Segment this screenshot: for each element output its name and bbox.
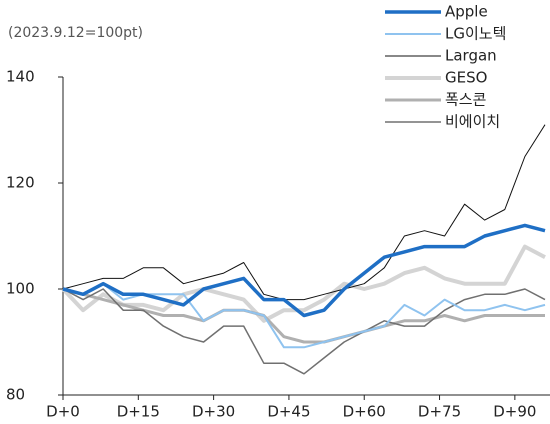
y-tick-label: 100: [6, 280, 35, 298]
legend-label: LG이노텍: [445, 25, 506, 43]
x-tick-label: D+15: [117, 403, 160, 421]
series-line: [62, 223, 546, 318]
x-tick-label: D+30: [192, 403, 235, 421]
x-tick-label: D+0: [46, 403, 80, 421]
legend-label: Apple: [445, 3, 488, 21]
x-tick-label: D+45: [267, 403, 310, 421]
chart-subtitle: (2023.9.12=100pt): [8, 25, 143, 41]
series-line: [62, 124, 546, 301]
x-tick-label: D+75: [418, 403, 461, 421]
series-line: [61, 244, 546, 323]
x-tick-label: D+60: [343, 403, 386, 421]
y-tick-label: 120: [6, 174, 35, 192]
legend-label: 비에이치: [445, 113, 500, 131]
legend-label: GESO: [445, 69, 487, 87]
y-tick-label: 80: [6, 386, 25, 404]
y-tick-label: 140: [6, 68, 35, 86]
series-line: [62, 288, 546, 375]
legend-label: Largan: [445, 47, 497, 65]
x-tick-label: D+90: [493, 403, 536, 421]
legend-label: 폭스콘: [445, 91, 486, 109]
